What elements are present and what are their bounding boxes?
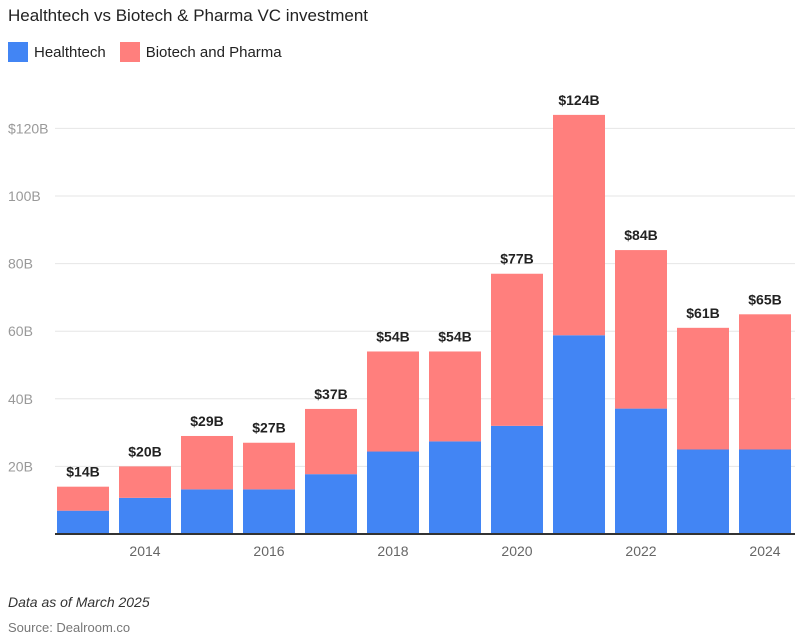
legend-item-healthtech: Healthtech <box>8 42 106 62</box>
total-label: $54B <box>438 328 471 344</box>
total-label: $61B <box>686 305 719 321</box>
y-tick-label: 20B <box>8 458 33 474</box>
y-tick-label: 60B <box>8 323 33 339</box>
y-tick-label: 40B <box>8 391 33 407</box>
x-tick-label: 2020 <box>501 543 532 559</box>
total-label: $65B <box>748 291 781 307</box>
x-tick-label: 2016 <box>253 543 284 559</box>
x-tick-label: 2022 <box>625 543 656 559</box>
legend: Healthtech Biotech and Pharma <box>8 42 282 62</box>
bar-biotech-pharma <box>677 327 729 450</box>
bar-healthtech <box>429 441 481 534</box>
total-label: $29B <box>190 413 223 429</box>
bar-biotech-pharma <box>615 250 667 409</box>
total-label: $14B <box>66 464 99 480</box>
bar-healthtech <box>181 489 233 534</box>
legend-swatch-healthtech <box>8 42 28 62</box>
y-tick-label: 100B <box>8 188 41 204</box>
total-label: $54B <box>376 328 409 344</box>
total-label: $77B <box>500 251 533 267</box>
y-tick-label: 80B <box>8 256 33 272</box>
source-note: Source: Dealroom.co <box>8 620 131 635</box>
bar-biotech-pharma <box>181 435 233 490</box>
bar-healthtech <box>491 425 543 534</box>
bar-biotech-pharma <box>553 114 605 336</box>
bar-healthtech <box>57 510 109 534</box>
total-label: $124B <box>558 92 599 108</box>
bar-healthtech <box>305 474 357 534</box>
bar-biotech-pharma <box>491 273 543 426</box>
bar-healthtech <box>677 449 729 534</box>
y-tick-label: $120B <box>8 120 48 136</box>
bar-biotech-pharma <box>739 314 791 450</box>
bar-healthtech <box>739 449 791 534</box>
bar-biotech-pharma <box>305 408 357 475</box>
bar-biotech-pharma <box>57 486 109 511</box>
legend-label: Biotech and Pharma <box>145 43 282 61</box>
bar-healthtech <box>367 451 419 534</box>
bar-healthtech <box>553 335 605 534</box>
chart-title: Healthtech vs Biotech & Pharma VC invest… <box>8 6 368 25</box>
legend-item-biotech: Biotech and Pharma <box>119 42 282 62</box>
x-tick-label: 2024 <box>749 543 780 559</box>
total-label: $84B <box>624 227 657 243</box>
bar-biotech-pharma <box>429 351 481 442</box>
total-label: $27B <box>252 420 285 436</box>
x-tick-label: 2018 <box>377 543 408 559</box>
total-label: $20B <box>128 443 161 459</box>
total-label: $37B <box>314 386 347 402</box>
data-note: Data as of March 2025 <box>8 594 150 610</box>
bar-biotech-pharma <box>243 442 295 490</box>
legend-label: Healthtech <box>34 43 106 61</box>
bar-biotech-pharma <box>119 466 171 498</box>
bar-healthtech <box>615 408 667 534</box>
bar-healthtech <box>243 489 295 534</box>
legend-swatch-biotech <box>119 42 140 62</box>
bar-biotech-pharma <box>367 351 419 452</box>
bar-healthtech <box>119 497 171 534</box>
x-tick-label: 2014 <box>129 543 160 559</box>
